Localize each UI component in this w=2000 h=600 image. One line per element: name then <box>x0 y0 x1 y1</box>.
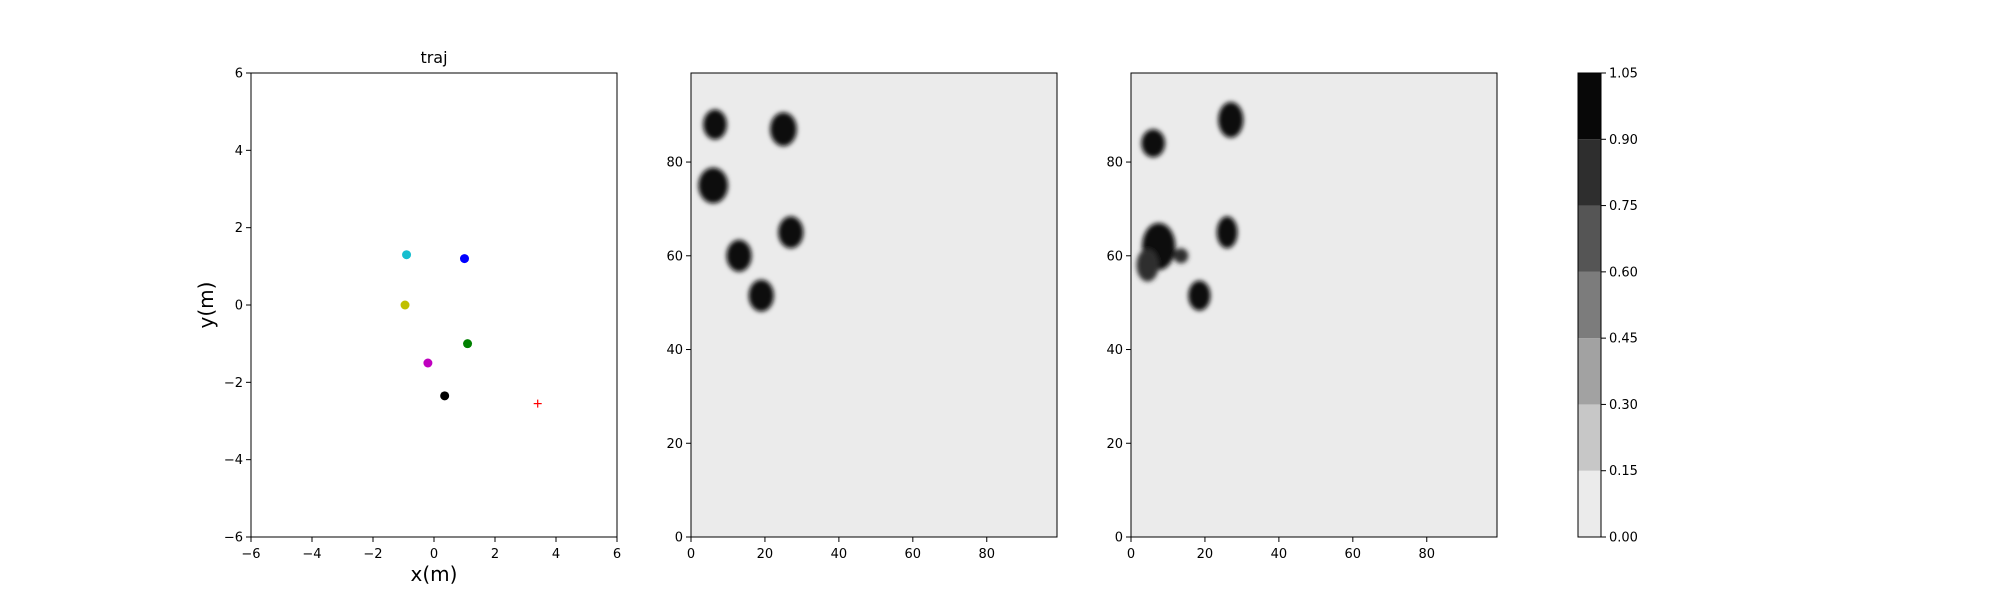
obstacle-blob <box>1141 129 1166 158</box>
obstacle-blob <box>748 279 774 312</box>
target-marker <box>533 399 542 408</box>
traj-ytick-label: 2 <box>235 221 243 236</box>
scatter-point <box>463 339 473 349</box>
heatmap-1-xtick-label: 20 <box>757 547 774 562</box>
obstacle-blob <box>770 112 797 147</box>
heatmap-2-xtick-label: 80 <box>1418 547 1435 562</box>
traj-ylabel: y(m) <box>194 282 218 329</box>
heatmap-1-ytick-label: 20 <box>666 437 683 452</box>
colorbar: 0.00 0.15 0.30 0.45 0.60 0.75 0.90 1.05 <box>1577 67 1638 546</box>
heatmap-1-xtick-label: 0 <box>687 547 695 562</box>
heatmap-2-xtick-label: 40 <box>1271 547 1288 562</box>
colorbar-tick-label: 0.15 <box>1609 464 1638 479</box>
heatmap-1-xtick-label: 60 <box>905 547 922 562</box>
heatmap-1-ytick-label: 0 <box>675 531 683 546</box>
traj-xtick-label: 0 <box>430 547 438 562</box>
colorbar-band <box>1578 271 1601 339</box>
colorbar-tick-label: 1.05 <box>1609 67 1638 82</box>
colorbar-tick-label: 0.90 <box>1609 133 1638 148</box>
traj-xtick-label: 4 <box>552 547 560 562</box>
traj-ytick-label: 6 <box>235 67 243 82</box>
traj-ytick-label: 0 <box>235 299 243 314</box>
heatmap-2-ytick-label: 20 <box>1106 437 1123 452</box>
traj-ytick-label: −4 <box>224 453 243 468</box>
obstacle-blob <box>1188 280 1211 311</box>
heatmap-2-xtick-label: 0 <box>1127 547 1135 562</box>
colorbar-tick-label: 0.30 <box>1609 398 1638 413</box>
traj-title: traj <box>420 48 447 67</box>
colorbar-band <box>1578 404 1601 471</box>
traj-ytick-label: 4 <box>235 144 243 159</box>
colorbar-band <box>1578 205 1601 272</box>
heatmap-1-xtick-label: 80 <box>978 547 995 562</box>
obstacle-blob <box>778 216 804 249</box>
heatmap-1-xtick-label: 40 <box>831 547 848 562</box>
obstacle-blob <box>703 109 727 140</box>
heatmap-2-xtick-label: 60 <box>1345 547 1362 562</box>
scatter-point <box>440 391 450 401</box>
obstacle-blob <box>1216 216 1238 249</box>
traj-scatter-panel: traj −6 −4 −2 0 2 4 6 −6 −4 −2 0 2 4 6 x(m) y(m) <box>194 48 621 586</box>
heatmap-1-ytick-label: 60 <box>666 249 683 264</box>
obstacle-blob <box>726 239 752 272</box>
traj-xtick-label: −6 <box>241 547 260 562</box>
traj-plot-area <box>250 72 618 538</box>
traj-xtick-label: 6 <box>613 547 621 562</box>
colorbar-band <box>1578 338 1601 405</box>
colorbar-band <box>1578 73 1601 140</box>
heatmap-1-plot-area <box>691 73 1057 537</box>
traj-xtick-label: −2 <box>363 547 382 562</box>
scatter-point <box>400 300 410 310</box>
heatmap-1-ytick-label: 80 <box>666 156 683 171</box>
colorbar-band <box>1578 470 1601 537</box>
colorbar-tick-label: 0.45 <box>1609 332 1638 347</box>
heatmap-1-ytick-label: 40 <box>666 343 683 358</box>
scatter-point <box>402 250 412 260</box>
obstacle-blob <box>1136 248 1159 282</box>
traj-xtick-label: −4 <box>302 547 321 562</box>
obstacle-blob <box>1173 248 1189 264</box>
obstacle-blob <box>1218 102 1244 138</box>
colorbar-tick-label: 0.60 <box>1609 265 1638 280</box>
traj-xlabel: x(m) <box>411 562 458 586</box>
colorbar-tick-label: 0.00 <box>1609 531 1638 546</box>
traj-xtick-label: 2 <box>491 547 499 562</box>
heatmap-2-xtick-label: 20 <box>1197 547 1214 562</box>
scatter-point <box>460 254 469 264</box>
obstacle-blob <box>698 167 728 204</box>
heatmap-2-ytick-label: 80 <box>1106 156 1123 171</box>
heatmap-panel-1: 0 20 40 60 80 0 20 40 60 80 <box>666 72 1058 562</box>
traj-ytick-label: −2 <box>224 376 243 391</box>
traj-ytick-label: −6 <box>224 531 243 546</box>
scatter-point <box>423 358 433 368</box>
heatmap-panel-2: 0 20 40 60 80 0 20 40 60 80 <box>1106 72 1498 562</box>
heatmap-2-ytick-label: 60 <box>1106 249 1123 264</box>
heatmap-2-plot-area <box>1131 73 1497 537</box>
heatmap-2-ytick-label: 40 <box>1106 343 1123 358</box>
colorbar-tick-label: 0.75 <box>1609 199 1638 214</box>
colorbar-band <box>1578 139 1601 206</box>
heatmap-2-ytick-label: 0 <box>1115 531 1123 546</box>
